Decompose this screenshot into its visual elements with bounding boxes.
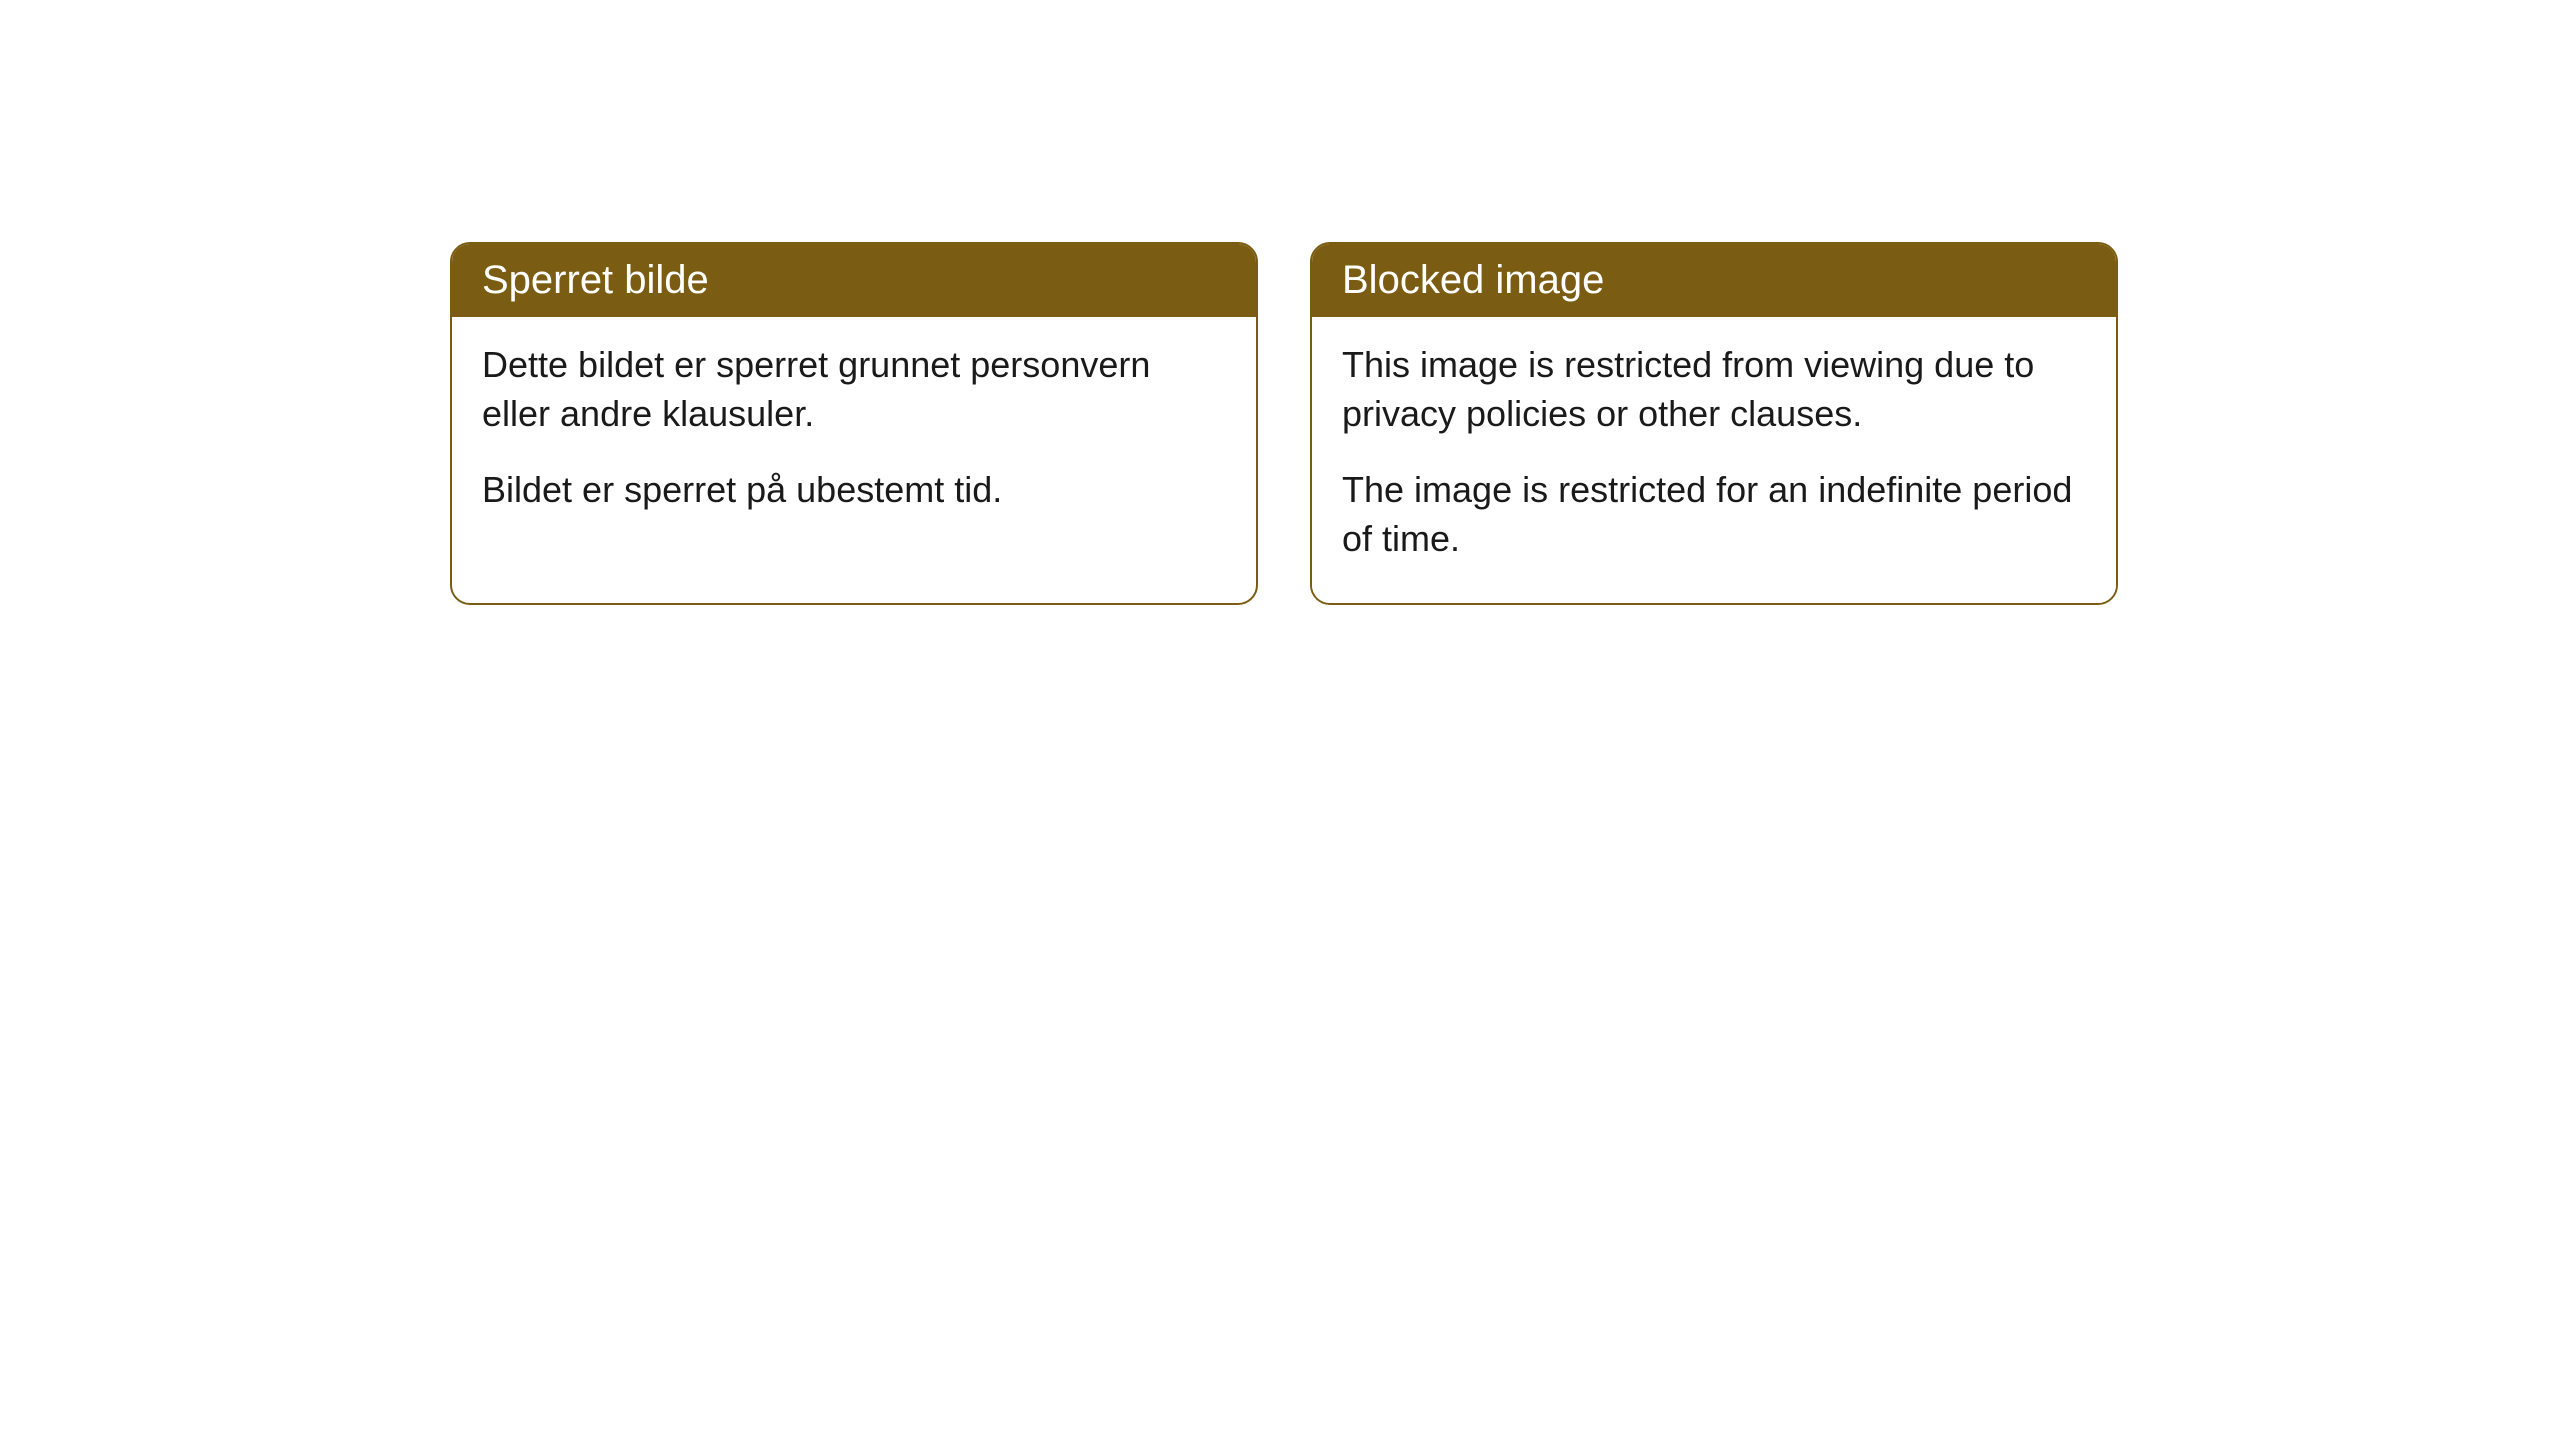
card-paragraph-no-1: Dette bildet er sperret grunnet personve… <box>482 341 1226 438</box>
card-title-no: Sperret bilde <box>482 258 709 302</box>
blocked-image-card-en: Blocked image This image is restricted f… <box>1310 242 2118 605</box>
card-paragraph-no-2: Bildet er sperret på ubestemt tid. <box>482 466 1226 515</box>
card-header-en: Blocked image <box>1312 244 2116 317</box>
cards-container: Sperret bilde Dette bildet er sperret gr… <box>450 242 2118 605</box>
card-header-no: Sperret bilde <box>452 244 1256 317</box>
card-paragraph-en-1: This image is restricted from viewing du… <box>1342 341 2086 438</box>
card-title-en: Blocked image <box>1342 258 1604 302</box>
blocked-image-card-no: Sperret bilde Dette bildet er sperret gr… <box>450 242 1258 605</box>
card-paragraph-en-2: The image is restricted for an indefinit… <box>1342 466 2086 563</box>
card-body-no: Dette bildet er sperret grunnet personve… <box>452 317 1256 555</box>
card-body-en: This image is restricted from viewing du… <box>1312 317 2116 603</box>
